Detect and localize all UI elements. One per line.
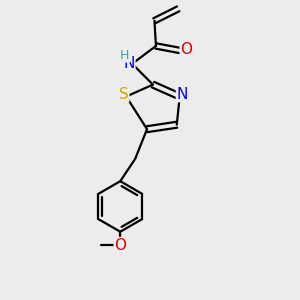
Text: O: O — [114, 238, 126, 253]
Text: S: S — [119, 87, 129, 102]
Text: O: O — [180, 42, 192, 57]
Text: N: N — [124, 56, 135, 71]
Text: N: N — [176, 87, 188, 102]
Text: H: H — [120, 49, 129, 62]
